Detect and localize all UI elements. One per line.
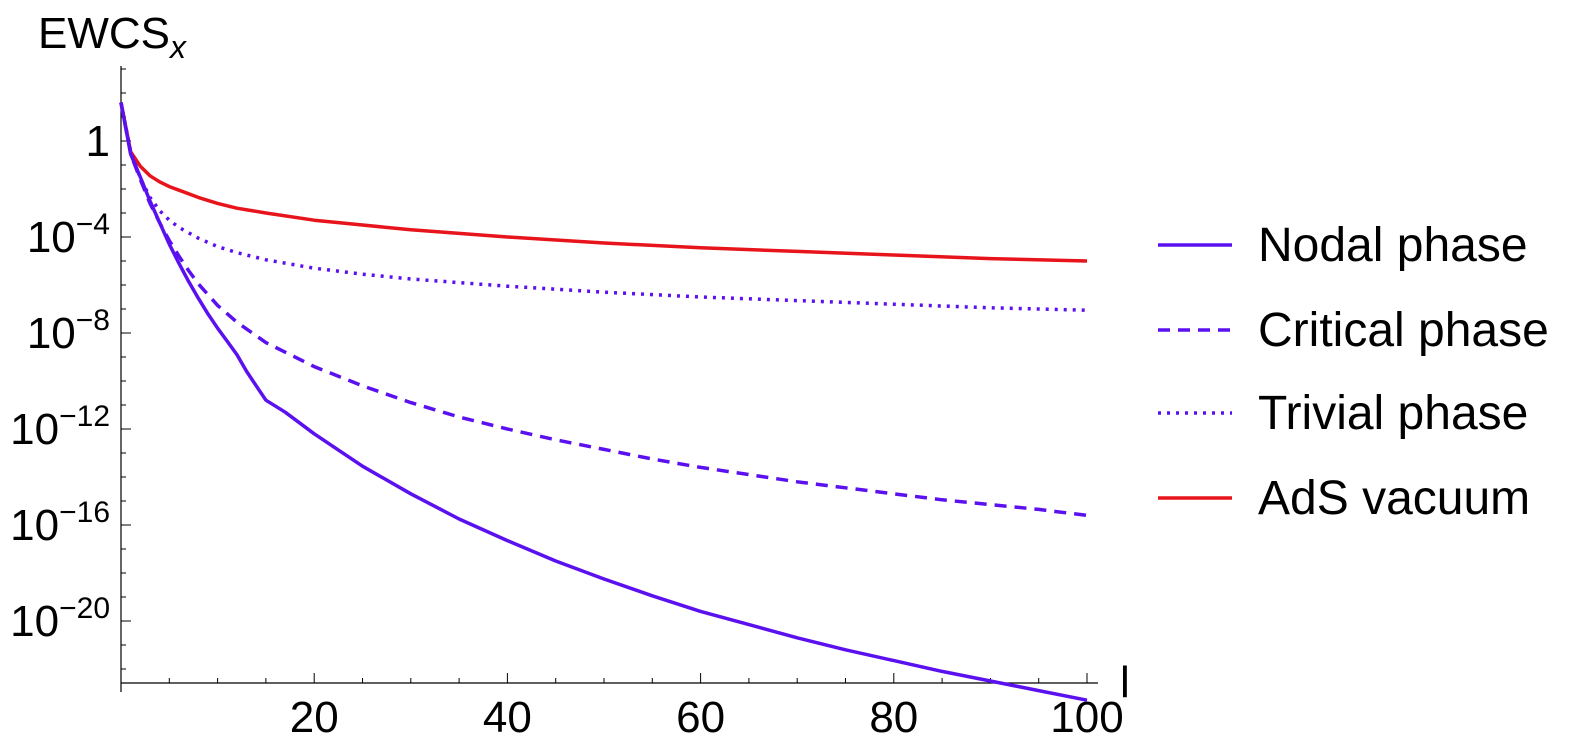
x-tick-label: 80 [869, 693, 918, 742]
series-lines [119, 102, 1088, 702]
legend-label: Critical phase [1258, 304, 1549, 357]
x-tick-label: 20 [290, 693, 339, 742]
legend: Nodal phase Critical phase Trivial phase Ad… [1158, 219, 1549, 525]
minor-ticks [121, 68, 1040, 683]
legend-label: AdS vacuum [1258, 472, 1530, 525]
series-line-nodal-phase [119, 102, 1088, 702]
series-line-ads-vacuum [119, 102, 1088, 263]
x-axis-title: l [1120, 658, 1130, 707]
y-tick-label: 10−12 [10, 400, 110, 454]
y-tick-label: 10−16 [10, 496, 110, 550]
y-tick-label: 10−20 [10, 592, 110, 646]
y-axis-title: EWCSx [38, 9, 187, 65]
y-tick-label: 10−4 [27, 208, 110, 262]
x-tick-label: 40 [483, 693, 532, 742]
y-ticks: 1 10−4 10−8 10−12 10−16 10−20 [10, 117, 131, 646]
series-line-critical-phase [119, 102, 1088, 518]
legend-label: Nodal phase [1258, 219, 1528, 272]
x-ticks: 20 40 60 80 100 [290, 673, 1124, 742]
y-axis-title-sub: x [168, 29, 187, 65]
axes [120, 66, 1098, 692]
x-tick-label: 60 [676, 693, 725, 742]
x-tick-label: 100 [1050, 693, 1123, 742]
y-tick-label: 10−8 [27, 304, 110, 358]
y-tick-label: 1 [86, 117, 110, 166]
series-line-trivial-phase [119, 102, 1088, 312]
y-axis-title-main: EWCS [38, 9, 170, 58]
legend-label: Trivial phase [1258, 387, 1528, 440]
